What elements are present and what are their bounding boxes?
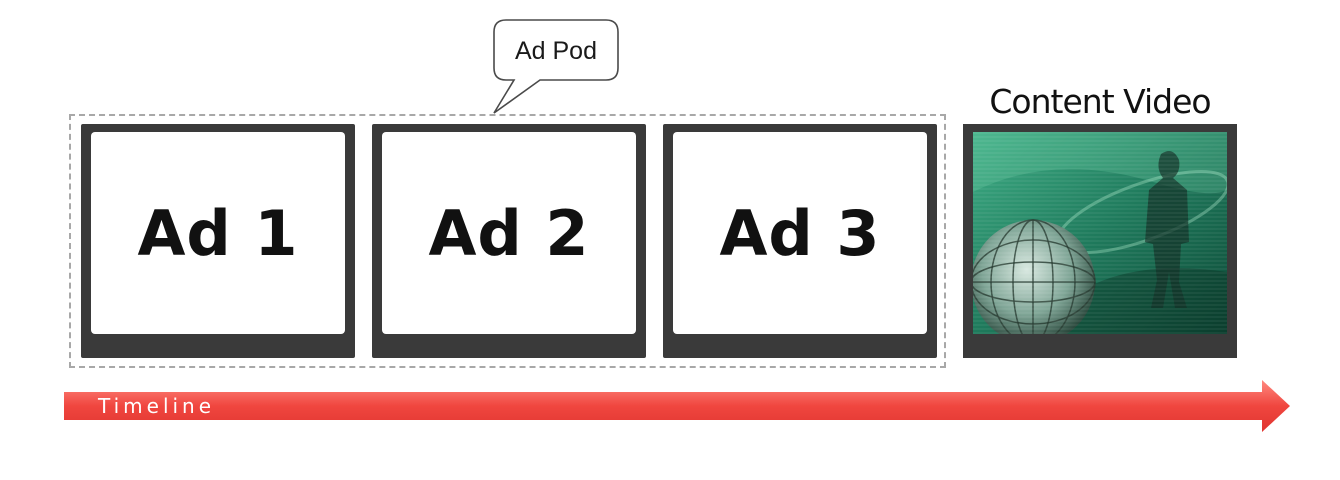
ad-3-label: Ad 3 (719, 196, 881, 270)
ad-1-frame: Ad 1 (81, 124, 355, 358)
ad-3-screen: Ad 3 (673, 132, 927, 334)
timeline-arrow-shape (64, 380, 1290, 432)
content-video-frame (963, 124, 1237, 358)
timeline-label: Timeline (98, 394, 216, 418)
ad-3-frame: Ad 3 (663, 124, 937, 358)
ad-2-screen: Ad 2 (382, 132, 636, 334)
ad-1-label: Ad 1 (137, 196, 299, 270)
content-video-label: Content Video (989, 82, 1211, 121)
ad-2-label: Ad 2 (428, 196, 590, 270)
ad-2-frame: Ad 2 (372, 124, 646, 358)
ad-pod-group (69, 114, 946, 368)
callout-bubble-shape (493, 19, 619, 114)
ad-pod-label: Ad Pod (514, 36, 597, 65)
content-video-thumbnail (973, 132, 1227, 334)
ad-1-screen: Ad 1 (91, 132, 345, 334)
